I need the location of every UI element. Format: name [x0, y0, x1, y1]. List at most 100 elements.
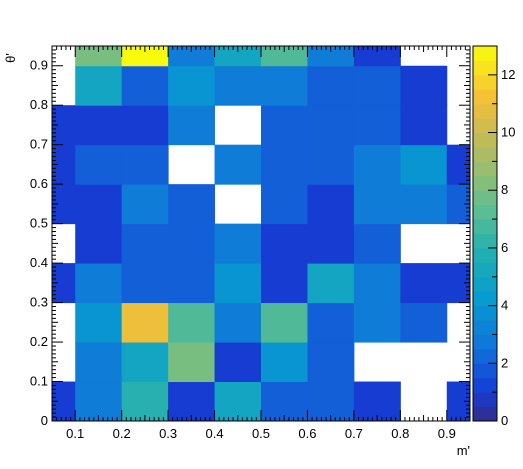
heatmap-cell — [214, 263, 262, 304]
heatmap-cell — [168, 105, 216, 146]
colorbar-segment — [473, 46, 497, 61]
heatmap-cell — [121, 342, 169, 383]
heatmap-cell — [75, 302, 123, 343]
colorbar-tick-label: 0 — [501, 413, 508, 428]
x-tick-label: 0.1 — [66, 426, 84, 441]
colorbar-frame — [472, 45, 498, 422]
colorbar-segment — [473, 363, 497, 379]
heatmap-cell — [261, 46, 308, 67]
heatmap-cell — [400, 105, 448, 146]
heatmap-cell — [214, 144, 262, 185]
y-axis-title: θ' — [3, 53, 18, 63]
colorbar-segment — [473, 320, 497, 335]
heatmap-cell — [400, 144, 448, 185]
heatmap-cell — [446, 263, 471, 304]
x-tick-label: 0.6 — [298, 426, 316, 441]
y-tick-label: 0.9 — [30, 58, 48, 73]
heatmap-cell — [75, 263, 123, 304]
axes: 0.1 0.2 0.3 0.4 0.5 0.6 0.7 0.8 0.9 0 0.1 0.2 0.3 0.4… — [30, 45, 471, 441]
heatmap-cell — [75, 381, 123, 422]
heatmap-cell — [307, 223, 355, 264]
colorbar-segment — [473, 233, 497, 249]
colorbar-segment — [473, 291, 497, 307]
colorbar-tick-label: 10 — [501, 125, 515, 140]
colorbar-segment — [473, 247, 497, 263]
heatmap-cell — [353, 105, 401, 146]
heatmap-cell — [168, 302, 216, 343]
heatmap-cell — [168, 263, 216, 304]
y-tick-label: 0.2 — [30, 334, 48, 349]
colorbar-tick-label: 4 — [501, 298, 508, 313]
heatmap-cell — [307, 65, 355, 106]
heatmap-cell — [446, 144, 471, 185]
heatmap-cell — [400, 65, 448, 106]
heatmap-cell — [75, 184, 123, 225]
heatmap-cell — [121, 105, 169, 146]
colorbar-segment — [473, 392, 497, 408]
x-axis-title: m' — [457, 443, 470, 458]
heatmap-cell — [353, 184, 401, 225]
colorbar-segment — [473, 74, 497, 90]
heatmap-cell — [168, 46, 216, 67]
heatmap-cell — [307, 302, 355, 343]
heatmap-cell — [307, 46, 355, 67]
colorbar-segment — [473, 190, 497, 206]
colorbar-tick-label: 6 — [501, 240, 508, 255]
heatmap-cell — [261, 342, 308, 383]
heatmap-cell — [214, 342, 262, 383]
heatmap-cell — [168, 342, 216, 383]
y-tick-label: 0.3 — [30, 295, 48, 310]
heatmap-cell — [446, 184, 471, 225]
colorbar-segment — [473, 276, 497, 292]
heatmap-cell — [353, 302, 401, 343]
heatmap-cell — [261, 144, 308, 185]
colorbar-tick-label: 2 — [501, 355, 508, 370]
heatmap-cell — [121, 144, 169, 185]
heatmap-cell — [52, 381, 76, 422]
heatmap-cell — [75, 342, 123, 383]
heatmap-cell — [121, 46, 169, 67]
colorbar-segment — [473, 377, 497, 393]
colorbar-segment — [473, 60, 497, 76]
heatmap-cells — [52, 46, 471, 422]
colorbar-segment — [473, 89, 497, 105]
colorbar-segment — [473, 219, 497, 234]
x-tick-label: 0.9 — [438, 426, 456, 441]
heatmap-cell — [214, 381, 262, 422]
heatmap-cell — [261, 184, 308, 225]
heatmap-cell — [121, 223, 169, 264]
colorbar-segment — [473, 118, 497, 134]
heatmap-cell — [75, 223, 123, 264]
colorbar-segment — [473, 305, 497, 321]
colorbar-segment — [473, 262, 497, 278]
heatmap-cell — [353, 65, 401, 106]
y-tick-label: 0 — [41, 413, 48, 428]
x-tick-label: 0.7 — [345, 426, 363, 441]
x-tick-label: 0.8 — [391, 426, 409, 441]
heatmap-cell — [353, 46, 401, 67]
heatmap-cell — [353, 263, 401, 304]
colorbar-segment — [473, 103, 497, 119]
colorbar-segment — [473, 406, 497, 422]
heatmap-cell — [400, 263, 448, 304]
x-tick-label: 0.4 — [206, 426, 224, 441]
colorbar-tick-label: 12 — [501, 67, 515, 82]
y-tick-label: 0.5 — [30, 216, 48, 231]
colorbar-segment — [473, 175, 497, 191]
heatmap-cell — [121, 65, 169, 106]
heatmap-cell — [353, 223, 401, 264]
y-tick-label: 0.8 — [30, 97, 48, 112]
heatmap-cell — [214, 46, 262, 67]
heatmap-cell — [261, 105, 308, 146]
heatmap-cell — [307, 105, 355, 146]
heatmap-cell — [52, 184, 76, 225]
heatmap-cell — [307, 342, 355, 383]
heatmap-cell — [307, 144, 355, 185]
heatmap-cell — [261, 65, 308, 106]
colorbar-segment — [473, 146, 497, 162]
x-tick-label: 0.3 — [159, 426, 177, 441]
heatmap-cell — [52, 263, 76, 304]
heatmap-cell — [400, 184, 448, 225]
heatmap-cell — [121, 302, 169, 343]
